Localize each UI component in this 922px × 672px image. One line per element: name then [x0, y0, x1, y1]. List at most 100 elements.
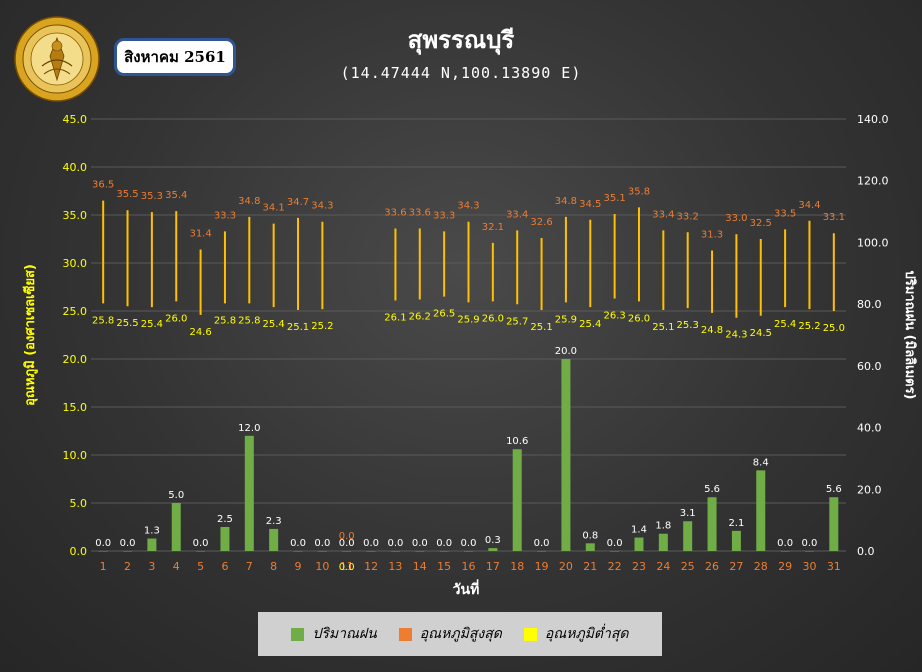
x-tick-label: 18 — [510, 560, 524, 573]
max-temp-label: 33.2 — [677, 211, 699, 222]
x-tick-label: 26 — [705, 560, 719, 573]
rain-bar — [585, 543, 595, 551]
y-tick-label: 30.0 — [63, 257, 88, 270]
rain-data-label: 1.8 — [655, 521, 671, 532]
rain-data-label: 8.4 — [753, 457, 769, 468]
max-temp-label: 34.5 — [579, 199, 601, 210]
rain-bar — [683, 521, 693, 551]
min-temp-label: 25.8 — [238, 315, 260, 326]
x-tick-label: 1 — [100, 560, 107, 573]
rain-bar — [147, 538, 157, 551]
max-temp-label: 32.6 — [530, 217, 552, 228]
x-tick-label: 23 — [632, 560, 646, 573]
x-tick-label: 24 — [656, 560, 670, 573]
rain-bar — [269, 528, 279, 551]
rain-bar — [634, 537, 644, 551]
max-temp-label: 34.4 — [798, 200, 820, 211]
y-tick-label: 45.0 — [63, 113, 88, 126]
legend-label-rain: ปริมาณฝน — [312, 626, 377, 642]
rain-bar — [123, 551, 133, 552]
min-temp-label: 25.0 — [823, 323, 845, 334]
y-tick-label: 20.0 — [63, 353, 88, 366]
min-temp-label: 25.1 — [652, 322, 674, 333]
y2-tick-label: 140.0 — [857, 113, 889, 126]
rain-data-label: 0.8 — [582, 530, 598, 541]
rain-data-label: 2.3 — [266, 516, 282, 527]
min-temp-label: 25.9 — [457, 314, 479, 325]
max-temp-label: 33.3 — [214, 210, 236, 221]
rain-bar — [537, 551, 547, 552]
rain-bar — [756, 470, 766, 551]
x-axis-label: วันที่ — [453, 579, 480, 598]
legend-label-min-temp: อุณหภูมิต่ำสุด — [544, 626, 629, 642]
missing-temp-label: 0.0 — [339, 531, 355, 542]
rain-data-label: 10.6 — [506, 436, 528, 447]
max-temp-label: 35.4 — [165, 190, 187, 201]
rain-bar — [244, 435, 254, 551]
x-tick-label: 31 — [827, 560, 841, 573]
min-temp-label: 24.8 — [701, 325, 723, 336]
y2-tick-label: 40.0 — [857, 422, 882, 435]
rain-data-label: 0.0 — [412, 538, 428, 549]
max-temp-label: 34.8 — [555, 196, 577, 207]
rain-data-label: 5.0 — [168, 490, 184, 501]
min-temp-label: 25.8 — [214, 315, 236, 326]
x-tick-label: 12 — [364, 560, 378, 573]
max-temp-label: 34.1 — [263, 203, 285, 214]
rain-bar — [561, 359, 571, 551]
legend-item-rain: ปริมาณฝน — [291, 623, 377, 645]
x-tick-label: 25 — [681, 560, 695, 573]
x-tick-label: 22 — [608, 560, 622, 573]
y2-tick-label: 20.0 — [857, 483, 882, 496]
x-tick-label: 13 — [388, 560, 402, 573]
x-tick-label: 28 — [754, 560, 768, 573]
max-temp-label: 35.8 — [628, 186, 650, 197]
rain-bar — [317, 551, 327, 552]
min-temp-label: 25.8 — [92, 315, 114, 326]
rain-data-label: 0.0 — [314, 538, 330, 549]
rain-bar — [829, 497, 839, 551]
min-temp-label: 25.2 — [798, 321, 820, 332]
min-temp-label: 25.5 — [116, 318, 138, 329]
y2-tick-label: 60.0 — [857, 360, 882, 373]
x-tick-label: 17 — [486, 560, 500, 573]
min-temp-label: 25.4 — [263, 319, 285, 330]
max-temp-label: 33.6 — [409, 207, 431, 218]
rain-data-label: 0.0 — [802, 538, 818, 549]
x-tick-label: 5 — [197, 560, 204, 573]
legend-item-min-temp: อุณหภูมิต่ำสุด — [523, 623, 629, 645]
x-tick-label: 9 — [295, 560, 302, 573]
min-temp-label: 26.3 — [603, 311, 625, 322]
max-temp-label: 33.4 — [652, 209, 674, 220]
min-temp-label: 25.4 — [579, 319, 601, 330]
y2-axis-label: ปริมาณฝน (มิลลิเมตร) — [902, 270, 917, 399]
max-temp-label: 35.3 — [141, 191, 163, 202]
rain-data-label: 0.0 — [363, 538, 379, 549]
x-tick-label: 15 — [437, 560, 451, 573]
y-tick-label: 5.0 — [70, 497, 88, 510]
min-temp-label: 25.7 — [506, 316, 528, 327]
rain-data-label: 0.0 — [193, 538, 209, 549]
y-tick-label: 10.0 — [63, 449, 88, 462]
rain-bar — [731, 530, 741, 551]
chart-subtitle: (14.47444 N,100.13890 E) — [340, 64, 582, 82]
min-temp-label: 24.5 — [750, 328, 772, 339]
y2-tick-label: 0.0 — [857, 545, 875, 558]
y-tick-label: 0.0 — [70, 545, 88, 558]
min-temp-label: 26.0 — [628, 313, 650, 324]
x-tick-label: 4 — [173, 560, 180, 573]
max-temp-label: 34.3 — [457, 201, 479, 212]
rain-bar — [804, 551, 814, 552]
rain-data-label: 0.0 — [777, 538, 793, 549]
min-temp-label: 24.3 — [725, 330, 747, 341]
y-tick-label: 25.0 — [63, 305, 88, 318]
legend-swatch-min-temp — [523, 627, 537, 641]
min-temp-label: 25.4 — [774, 319, 796, 330]
y-tick-label: 40.0 — [63, 161, 88, 174]
rain-data-label: 20.0 — [555, 346, 577, 357]
max-temp-label: 33.3 — [433, 210, 455, 221]
max-temp-label: 34.3 — [311, 201, 333, 212]
max-temp-label: 33.0 — [725, 213, 747, 224]
chart-title: สุพรรณบุรี — [407, 26, 515, 54]
